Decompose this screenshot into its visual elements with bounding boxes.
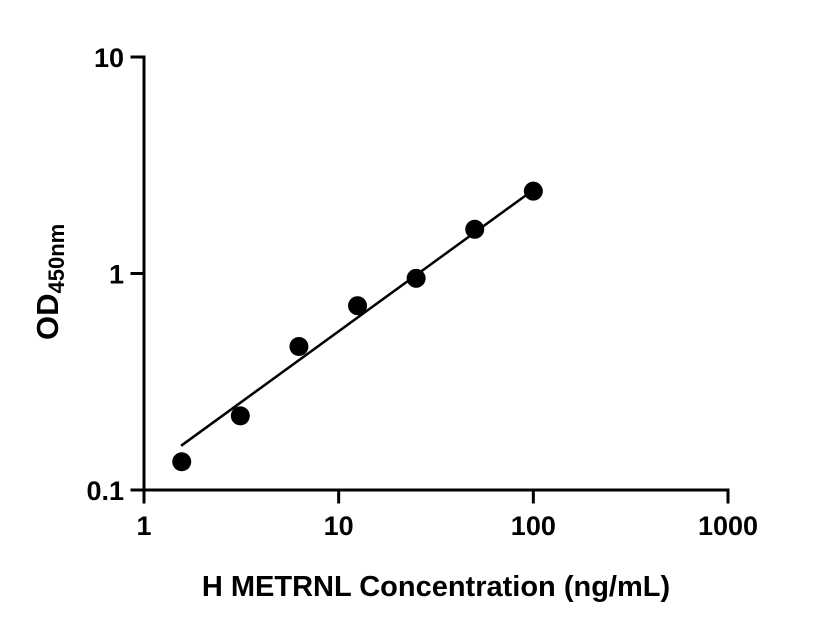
data-point [465,219,485,239]
data-point [289,337,309,357]
x-axis-title: H METRNL Concentration (ng/mL) [202,571,670,603]
data-point [172,452,192,472]
y-axis-title-main: OD [30,294,65,341]
x-tick-label: 10 [324,511,354,541]
data-point [348,296,368,316]
axes: 1 10 100 1000 0.1 1 10 [86,43,758,541]
y-axis-title-subscript: 450nm [44,224,69,294]
data-point [406,268,426,288]
x-tick-label: 1 [136,511,151,541]
x-tick-label: 100 [511,511,556,541]
data-series [172,181,543,472]
x-tick-label: 1000 [698,511,758,541]
data-point [523,181,543,201]
y-tick-label: 0.1 [86,476,124,506]
y-tick-label: 10 [94,43,124,73]
y-axis-title: OD450nm [30,224,69,340]
y-tick-label: 1 [109,260,124,290]
data-point [230,406,250,426]
